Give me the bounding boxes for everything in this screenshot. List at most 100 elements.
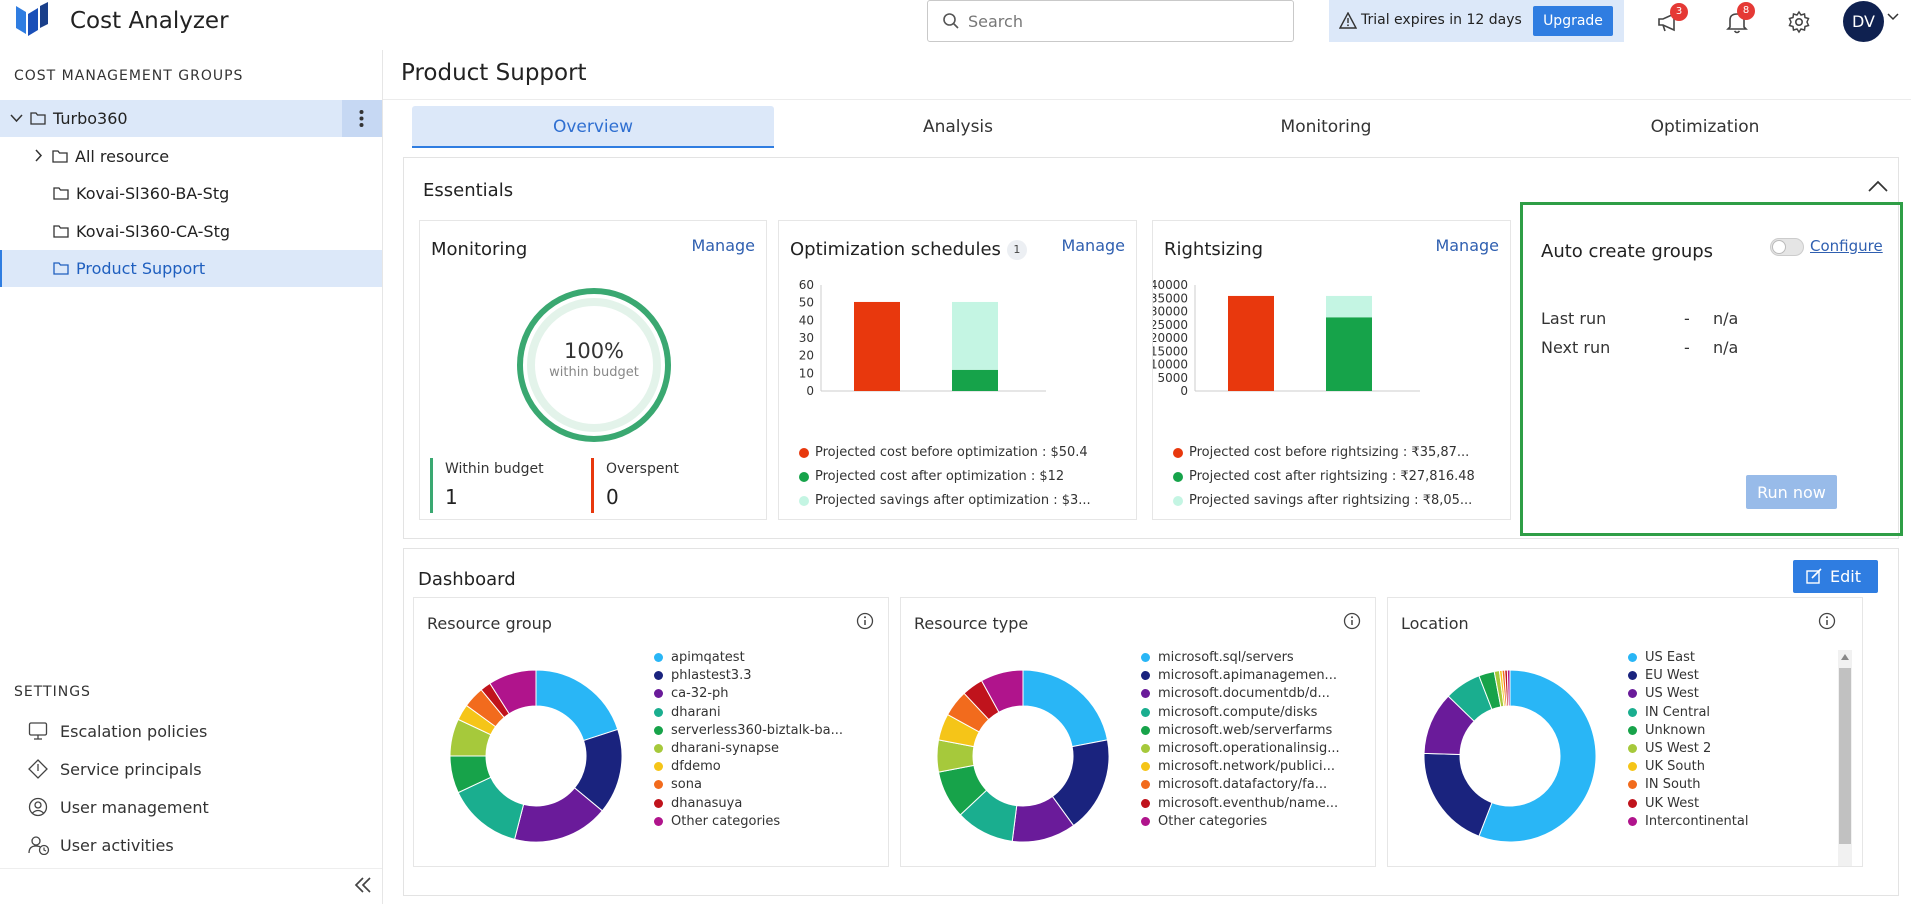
tab-analysis[interactable]: Analysis bbox=[922, 117, 994, 137]
settings-button[interactable] bbox=[1786, 9, 1812, 35]
legend-item[interactable]: serverless360-biztalk-ba... bbox=[654, 723, 843, 738]
legend-item[interactable]: microsoft.eventhub/name... bbox=[1141, 796, 1338, 811]
donut-slice[interactable] bbox=[489, 669, 537, 715]
user-circle-icon bbox=[28, 797, 48, 817]
overspent-value: 0 bbox=[606, 485, 619, 509]
legend-dot bbox=[1141, 725, 1150, 735]
legend-item[interactable]: phlastest3.3 bbox=[654, 668, 751, 683]
chevron-down-icon[interactable] bbox=[10, 113, 23, 123]
info-icon[interactable] bbox=[1343, 612, 1361, 630]
manage-optimization-link[interactable]: Manage bbox=[1061, 236, 1125, 255]
tree-item-kovai-ca[interactable]: Kovai-Sl360-CA-Stg bbox=[0, 213, 382, 250]
donut-slice[interactable] bbox=[535, 669, 619, 742]
escalation-policies-link[interactable]: Escalation policies bbox=[28, 717, 358, 747]
legend-item[interactable]: US West bbox=[1628, 686, 1699, 701]
card-title: Resource group bbox=[427, 614, 552, 633]
chevron-up-icon[interactable] bbox=[1868, 180, 1888, 192]
run-now-button[interactable]: Run now bbox=[1746, 475, 1837, 509]
manage-monitoring-link[interactable]: Manage bbox=[691, 236, 755, 255]
collapse-sidebar-icon[interactable] bbox=[353, 876, 373, 894]
search-input[interactable]: Search bbox=[927, 0, 1294, 42]
legend-item[interactable]: apimqatest bbox=[654, 650, 745, 665]
bar-segment[interactable] bbox=[1228, 295, 1274, 391]
bar-segment[interactable] bbox=[1326, 295, 1372, 318]
upgrade-button[interactable]: Upgrade bbox=[1533, 6, 1613, 36]
legend-item: Projected savings after optimization : $… bbox=[799, 493, 1091, 508]
legend-label: dhanasuya bbox=[671, 795, 743, 811]
edit-dashboard-button[interactable]: Edit bbox=[1793, 560, 1878, 593]
tree-item-product-support[interactable]: Product Support bbox=[0, 250, 382, 287]
legend-item[interactable]: dharani bbox=[654, 705, 721, 720]
legend-item[interactable]: Other categories bbox=[1141, 814, 1267, 829]
overspent-indicator bbox=[591, 458, 594, 513]
chevron-down-icon[interactable] bbox=[1887, 12, 1899, 22]
settings-item-label: User management bbox=[60, 798, 209, 817]
user-activities-link[interactable]: User activities bbox=[28, 831, 358, 861]
donut-slice[interactable] bbox=[980, 669, 1024, 713]
legend-item[interactable]: dhanasuya bbox=[654, 795, 743, 811]
legend-item[interactable]: US West 2 bbox=[1628, 741, 1711, 756]
donut-slice[interactable] bbox=[1423, 752, 1493, 837]
scrollbar[interactable] bbox=[1838, 650, 1852, 866]
legend-label: Projected cost before optimization : $50… bbox=[815, 445, 1088, 460]
chevron-right-icon[interactable] bbox=[34, 149, 43, 162]
tab-monitoring[interactable]: Monitoring bbox=[1280, 117, 1372, 137]
donut-slice[interactable] bbox=[1478, 669, 1597, 843]
legend-item[interactable]: microsoft.web/serverfarms bbox=[1141, 723, 1332, 738]
more-options-button[interactable] bbox=[342, 100, 382, 137]
tab-optimization[interactable]: Optimization bbox=[1650, 117, 1760, 137]
info-icon[interactable] bbox=[856, 612, 874, 630]
auto-create-toggle[interactable] bbox=[1770, 238, 1804, 256]
bar-segment[interactable] bbox=[854, 301, 900, 391]
donut-slice[interactable] bbox=[1022, 669, 1109, 748]
legend-item[interactable]: microsoft.operationalinsig... bbox=[1141, 741, 1340, 756]
notifications-button[interactable]: 8 bbox=[1724, 2, 1755, 35]
legend-item[interactable]: dfdemo bbox=[654, 759, 721, 775]
legend-item[interactable]: US East bbox=[1628, 650, 1695, 665]
tree-item-root[interactable]: Turbo360 bbox=[0, 100, 382, 137]
legend-item[interactable]: dharani-synapse bbox=[654, 741, 780, 756]
donut-slice[interactable] bbox=[1506, 669, 1511, 707]
legend-item[interactable]: Unknown bbox=[1628, 723, 1705, 738]
legend-label: Projected cost after rightsizing : ₹27,8… bbox=[1189, 469, 1475, 484]
legend-item[interactable]: microsoft.apimanagemen... bbox=[1141, 668, 1337, 683]
card-title: Resource type bbox=[914, 614, 1029, 633]
scroll-up-icon[interactable] bbox=[1841, 654, 1849, 660]
bar-segment[interactable] bbox=[1326, 317, 1372, 391]
avatar[interactable]: DV bbox=[1843, 1, 1884, 42]
legend-item[interactable]: IN Central bbox=[1628, 705, 1710, 720]
legend-dot bbox=[1628, 725, 1637, 735]
legend-dot bbox=[654, 816, 663, 826]
app-logo-icon[interactable] bbox=[14, 2, 48, 40]
legend-item[interactable]: IN South bbox=[1628, 777, 1700, 792]
legend-item[interactable]: Other categories bbox=[654, 814, 780, 829]
legend-item[interactable]: microsoft.sql/servers bbox=[1141, 650, 1294, 665]
bar-segment[interactable] bbox=[952, 369, 998, 391]
tree-item-all-resource[interactable]: All resource bbox=[0, 138, 382, 175]
manage-rightsizing-link[interactable]: Manage bbox=[1435, 236, 1499, 255]
info-icon[interactable] bbox=[1818, 612, 1836, 630]
legend-item[interactable]: microsoft.datafactory/fa... bbox=[1141, 777, 1327, 792]
resource-type-donut-chart bbox=[936, 669, 1110, 843]
scrollbar-thumb[interactable] bbox=[1839, 668, 1851, 844]
legend-item[interactable]: UK West bbox=[1628, 796, 1699, 811]
legend-item[interactable]: microsoft.compute/disks bbox=[1141, 705, 1317, 720]
legend-item[interactable]: ca-32-ph bbox=[654, 686, 729, 701]
user-management-link[interactable]: User management bbox=[28, 793, 358, 823]
legend-item[interactable]: Intercontinental bbox=[1628, 814, 1748, 829]
legend-dot bbox=[1173, 472, 1183, 482]
tree-item-kovai-ba[interactable]: Kovai-Sl360-BA-Stg bbox=[0, 175, 382, 212]
within-budget-value: 1 bbox=[445, 485, 458, 509]
bar-segment[interactable] bbox=[952, 301, 998, 370]
legend-item[interactable]: microsoft.documentdb/d... bbox=[1141, 686, 1330, 701]
service-principals-link[interactable]: Service principals bbox=[28, 755, 358, 785]
legend-item[interactable]: UK South bbox=[1628, 759, 1705, 774]
legend-label: dfdemo bbox=[671, 759, 721, 775]
tab-overview[interactable]: Overview bbox=[412, 106, 774, 148]
legend-label: dharani-synapse bbox=[671, 741, 780, 756]
legend-item[interactable]: sona bbox=[654, 777, 702, 792]
announcements-button[interactable]: 3 bbox=[1656, 3, 1688, 35]
legend-item[interactable]: microsoft.network/publici... bbox=[1141, 759, 1335, 774]
configure-link[interactable]: Configure bbox=[1810, 237, 1883, 255]
legend-item[interactable]: EU West bbox=[1628, 668, 1699, 683]
